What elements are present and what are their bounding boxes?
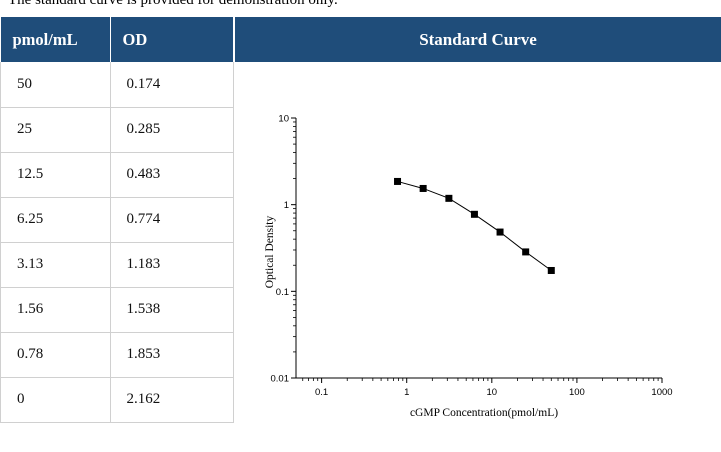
cell-concentration: 0.78 <box>0 332 111 378</box>
x-tick-label: 1 <box>404 387 409 398</box>
cell-concentration: 25 <box>0 107 111 153</box>
header-concentration: pmol/mL <box>0 17 111 62</box>
table-row: 0 2.162 <box>0 377 234 423</box>
cell-od: 2.162 <box>110 377 234 423</box>
cell-od: 1.853 <box>110 332 234 378</box>
cell-concentration: 1.56 <box>0 287 111 333</box>
clipped-caption: The standard curve is provided for demon… <box>8 0 338 8</box>
y-tick-label: 10 <box>278 114 289 125</box>
cell-od: 0.483 <box>110 152 234 198</box>
header-od: OD <box>110 17 234 62</box>
table-row: 12.5 0.483 <box>0 152 234 198</box>
standard-table: pmol/mL OD 50 0.174 25 0.285 12.5 0.483 … <box>0 17 234 423</box>
data-point <box>522 248 530 256</box>
data-point <box>445 194 453 202</box>
data-point <box>419 184 427 192</box>
x-tick-label: 10 <box>487 387 498 398</box>
data-point <box>496 228 504 236</box>
x-tick-label: 0.1 <box>315 387 328 398</box>
table-row: 1.56 1.538 <box>0 287 234 333</box>
cell-od: 0.174 <box>110 62 234 108</box>
series-line <box>397 180 552 271</box>
cell-od: 1.538 <box>110 287 234 333</box>
cell-od: 0.285 <box>110 107 234 153</box>
chart-header: Standard Curve <box>235 17 721 62</box>
chart-header-title: Standard Curve <box>419 29 537 49</box>
standard-curve-section: pmol/mL OD 50 0.174 25 0.285 12.5 0.483 … <box>0 17 721 447</box>
data-point <box>394 177 402 185</box>
y-tick-label: 0.1 <box>276 287 289 298</box>
cell-od: 1.183 <box>110 242 234 288</box>
cell-concentration: 12.5 <box>0 152 111 198</box>
standard-curve-chart: 0.01 0.1 1 10 0.1 1 10 100 1000 cGMP Concentrati… <box>264 114 673 420</box>
cell-concentration: 6.25 <box>0 197 111 243</box>
table-row: 3.13 1.183 <box>0 242 234 288</box>
y-axis-label: Optical Density <box>264 216 276 289</box>
table-row: 25 0.285 <box>0 107 234 153</box>
chart-panel: 0.01 0.1 1 10 0.1 1 10 100 1000 cGMP Concentrati… <box>235 62 721 447</box>
table-row: 6.25 0.774 <box>0 197 234 243</box>
y-tick-label: 0.01 <box>271 374 290 385</box>
data-point <box>470 210 478 218</box>
table-header-row: pmol/mL OD <box>0 17 234 62</box>
cell-concentration: 0 <box>0 377 111 423</box>
data-point <box>547 266 555 274</box>
x-tick-label: 1000 <box>651 387 672 398</box>
x-tick-label: 100 <box>569 387 585 398</box>
cell-concentration: 3.13 <box>0 242 111 288</box>
table-row: 0.78 1.853 <box>0 332 234 378</box>
y-tick-label: 1 <box>284 200 289 211</box>
cell-od: 0.774 <box>110 197 234 243</box>
table-row: 50 0.174 <box>0 62 234 108</box>
x-axis-label: cGMP Concentration(pmol/mL) <box>410 407 558 419</box>
cell-concentration: 50 <box>0 62 111 108</box>
